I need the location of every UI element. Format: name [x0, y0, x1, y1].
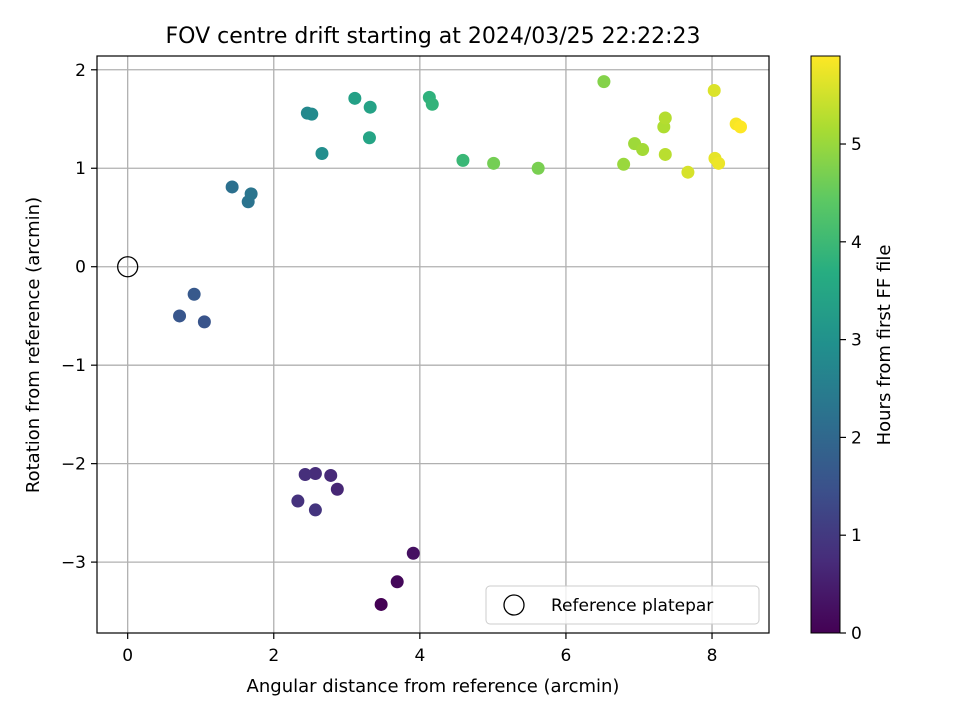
data-point [406, 546, 420, 560]
colorbar-tick-label: 5 [851, 135, 862, 155]
data-point [324, 468, 338, 482]
colorbar-tick-label: 4 [851, 233, 862, 253]
data-point [658, 111, 672, 125]
data-point [291, 494, 305, 508]
data-point [308, 503, 322, 517]
colorbar-tick-label: 2 [851, 428, 862, 448]
data-point [244, 187, 258, 201]
x-tick-label: 6 [561, 646, 572, 666]
data-point [707, 83, 721, 97]
data-point [734, 120, 748, 134]
data-point [187, 287, 201, 301]
data-point [363, 100, 377, 114]
data-point [305, 107, 319, 121]
colorbar-gradient [810, 55, 841, 634]
data-point [330, 482, 344, 496]
legend-reference-marker [503, 594, 525, 616]
colorbar: 0 1 2 3 4 5 Hours from first FF file [810, 55, 895, 644]
colorbar-tick-label: 3 [851, 331, 862, 351]
x-tick-label: 2 [268, 646, 279, 666]
y-tick-label: −2 [61, 455, 86, 475]
legend-reference-label: Reference platepar [551, 596, 713, 616]
data-point [173, 309, 187, 323]
data-point [658, 147, 672, 161]
data-point [531, 161, 545, 175]
data-point [315, 146, 329, 160]
x-axis-label: Angular distance from reference (arcmin) [247, 676, 620, 697]
data-point [487, 156, 501, 170]
data-point [712, 156, 726, 170]
y-tick-label: −3 [61, 553, 86, 573]
data-points [173, 75, 748, 611]
x-tick-label: 4 [414, 646, 425, 666]
data-point [298, 467, 312, 481]
legend-box [485, 585, 760, 625]
data-point [308, 466, 322, 480]
data-point [362, 131, 376, 145]
reference-marker [117, 256, 139, 278]
y-tick-label: 2 [75, 61, 86, 81]
y-tick-label: −1 [61, 356, 86, 376]
data-point [390, 575, 404, 589]
data-point [197, 315, 211, 329]
grid-lines [97, 56, 769, 633]
x-tick-label: 0 [122, 646, 133, 666]
chart-title: FOV centre drift starting at 2024/03/25 … [166, 24, 701, 49]
plot-frame [96, 55, 770, 634]
x-axis-ticks: 0 2 4 6 8 [122, 633, 717, 666]
data-point [348, 91, 362, 105]
data-point [374, 597, 388, 611]
reference-point-marker [117, 256, 139, 278]
colorbar-label: Hours from first FF file [874, 245, 895, 446]
data-point [617, 157, 631, 171]
colorbar-ticks: 0 1 2 3 4 5 [840, 135, 862, 644]
x-tick-label: 8 [707, 646, 718, 666]
y-axis-ticks: −3 −2 −1 0 1 2 [61, 61, 97, 573]
data-point [225, 180, 239, 194]
y-axis-label: Rotation from reference (arcmin) [23, 197, 44, 493]
y-tick-label: 0 [75, 258, 86, 278]
data-point [425, 97, 439, 111]
y-tick-label: 1 [75, 159, 86, 179]
legend: Reference platepar [485, 585, 760, 625]
data-point [597, 75, 611, 89]
colorbar-tick-label: 1 [851, 526, 862, 546]
data-point [681, 165, 695, 179]
colorbar-tick-label: 0 [851, 624, 862, 644]
data-point [456, 153, 470, 167]
data-point [636, 143, 650, 157]
